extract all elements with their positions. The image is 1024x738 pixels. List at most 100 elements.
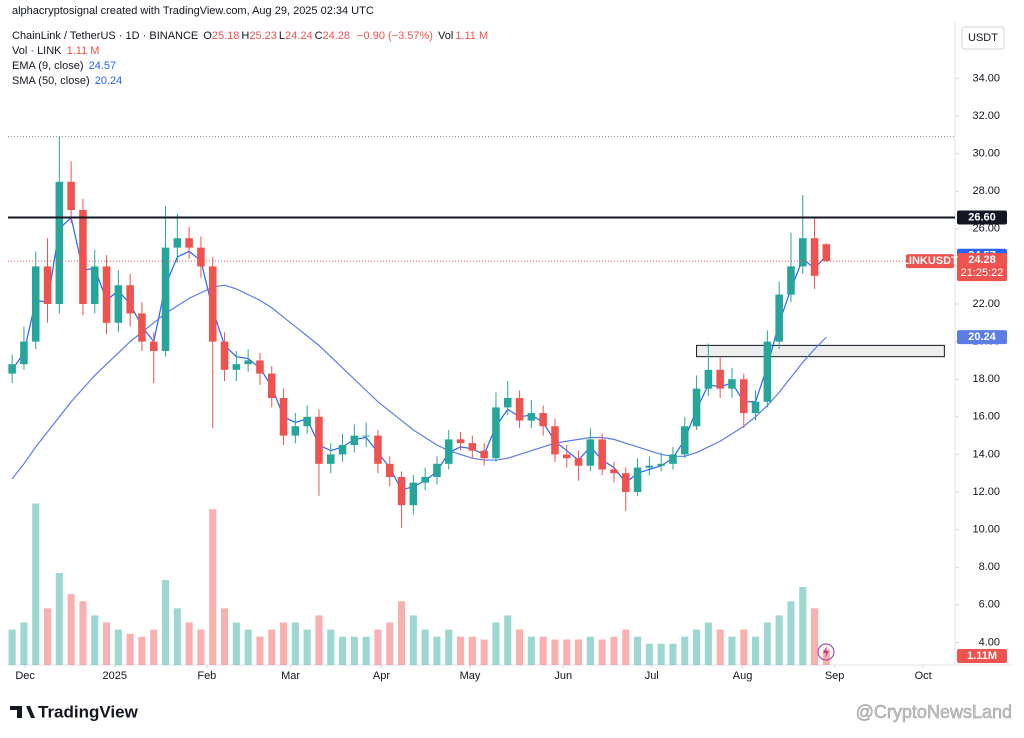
- candle-body: [539, 413, 547, 427]
- volume-bar: [398, 601, 406, 665]
- candle-body: [90, 266, 99, 305]
- candle-body: [20, 341, 28, 365]
- candle-body: [374, 435, 382, 464]
- logo: TradingView: [10, 702, 139, 721]
- volume-bar: [79, 601, 87, 665]
- volume-bar: [445, 629, 453, 665]
- volume-bar: [693, 629, 701, 665]
- candle-body: [621, 473, 630, 493]
- volume-bar: [350, 636, 358, 665]
- ohlc-key: C: [314, 30, 323, 42]
- volume-bar: [763, 622, 771, 665]
- volume-bar: [610, 636, 618, 665]
- volume-bar: [657, 643, 665, 665]
- x-tick-label: Oct: [915, 670, 932, 682]
- candle-body: [680, 426, 689, 455]
- ema-name: EMA (9, close): [12, 60, 84, 72]
- volume-bar: [150, 629, 158, 665]
- candle-body: [586, 439, 595, 466]
- currency-box[interactable]: [961, 26, 1005, 50]
- ema-value: 24.57: [88, 60, 117, 72]
- y-tick-label: 14.00: [972, 448, 1000, 460]
- symbol-badge: LINKUSDT: [902, 255, 958, 267]
- candle-body: [409, 482, 418, 506]
- volume-bar: [185, 622, 193, 665]
- volume-bar: [669, 643, 677, 665]
- y-tick-label: 32.00: [972, 110, 1000, 122]
- x-tick-label: Mar: [281, 670, 300, 682]
- candle-body: [291, 426, 300, 436]
- candle-body: [315, 416, 323, 464]
- volume-bar: [280, 622, 288, 665]
- volume-bar: [362, 636, 370, 665]
- ohlc-value: 25.23: [249, 30, 277, 42]
- volume-bar: [480, 639, 488, 665]
- volume-bar: [586, 636, 594, 665]
- candle-body: [161, 247, 170, 352]
- candle-body: [610, 469, 618, 474]
- x-tick-label: Dec: [15, 670, 35, 682]
- candle-body: [527, 413, 536, 421]
- volume-badge: 1.11M: [967, 650, 997, 662]
- ohlc-value: 25.18: [211, 30, 240, 42]
- volume-bar: [775, 615, 783, 665]
- volume-bar: [386, 622, 394, 665]
- volume-bar: [126, 633, 134, 665]
- y-tick-label: 16.00: [972, 411, 1000, 423]
- volume-bar: [457, 636, 465, 665]
- candle-body: [232, 364, 241, 370]
- volume-bar: [728, 636, 736, 665]
- candle-body: [385, 463, 394, 477]
- volume-bar: [197, 629, 205, 665]
- volume-bar: [527, 636, 535, 665]
- candle-body: [279, 398, 288, 436]
- volume-badge-box: [957, 649, 1007, 663]
- x-tick-label: Sep: [825, 670, 845, 682]
- volume-bar: [799, 587, 807, 665]
- y-tick-label: 34.00: [972, 72, 1000, 84]
- candle-body: [197, 247, 205, 267]
- candle-body: [31, 266, 40, 342]
- volume-bar: [256, 636, 264, 665]
- candle-body: [244, 360, 252, 365]
- volume-bar: [209, 509, 217, 665]
- volume-bar: [102, 622, 111, 665]
- volume-bar: [492, 622, 500, 665]
- candle-body: [350, 435, 359, 446]
- candle-body: [810, 238, 819, 276]
- vol-key: Vol: [438, 30, 454, 42]
- ohlc-value: 24.24: [285, 30, 313, 42]
- candle-body: [421, 476, 429, 483]
- candle-body: [149, 341, 158, 352]
- volume-bar: [55, 572, 63, 665]
- candle-body: [468, 443, 477, 451]
- candle-body: [303, 416, 311, 427]
- volume-bar: [291, 622, 299, 665]
- candle-body: [763, 341, 772, 402]
- candle-body: [126, 285, 134, 314]
- volume-bar: [433, 636, 441, 665]
- volume-bar: [315, 615, 323, 665]
- volume-bar: [551, 639, 559, 665]
- volume-bar: [91, 615, 99, 665]
- candle-body: [598, 439, 606, 470]
- last-price-label: 24.28: [968, 254, 996, 266]
- volume-bar: [32, 503, 40, 665]
- candle-body: [173, 238, 182, 248]
- candle-body: [716, 369, 724, 389]
- volume-bar: [468, 636, 476, 665]
- volume-bar: [634, 636, 642, 665]
- candle-body: [692, 388, 701, 427]
- event-icon-bolt: [823, 646, 829, 658]
- candle-body: [397, 476, 406, 506]
- volume-bar: [327, 629, 335, 665]
- logo-text: TradingView: [38, 702, 139, 721]
- candle-body: [362, 435, 370, 437]
- y-tick-label: 30.00: [972, 148, 1000, 160]
- sma-badge: 20.24: [968, 331, 996, 343]
- volume-bar: [681, 636, 689, 665]
- candle-body: [562, 454, 571, 459]
